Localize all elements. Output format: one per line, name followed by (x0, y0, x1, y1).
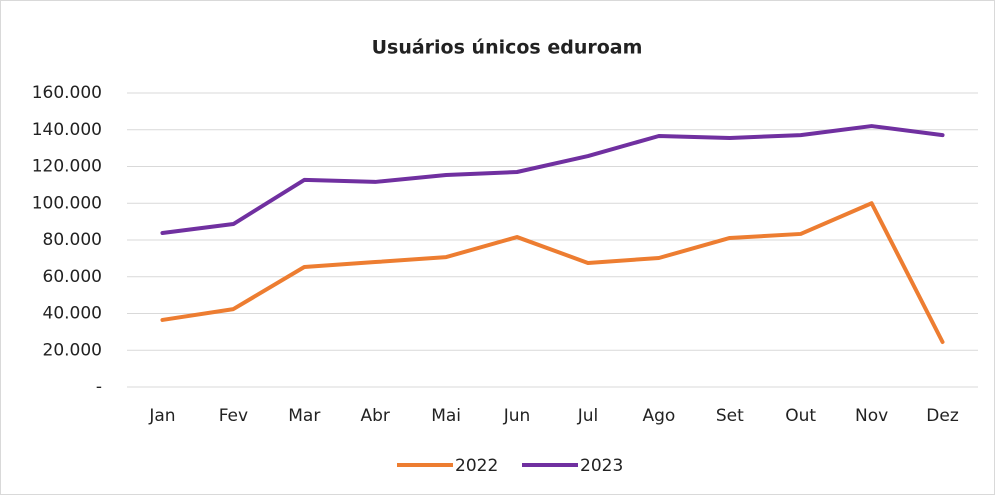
y-tick-label: 80.000 (43, 230, 102, 250)
x-tick-label: Nov (855, 406, 888, 426)
x-tick-label: Mai (431, 406, 461, 426)
y-tick-label: 40.000 (43, 304, 102, 324)
y-tick-label: 140.000 (32, 120, 102, 140)
x-tick-label: Set (716, 406, 744, 426)
y-tick-label: 100.000 (32, 193, 102, 213)
x-tick-label: Jun (503, 406, 531, 426)
y-tick-label: - (96, 377, 102, 397)
chart-title: Usuários únicos eduroam (372, 37, 643, 59)
x-tick-label: Dez (926, 406, 959, 426)
x-tick-label: Mar (288, 406, 320, 426)
legend-label: 2023 (580, 456, 623, 476)
legend-label: 2022 (455, 456, 498, 476)
series-line (160, 201, 945, 344)
y-tick-label: 20.000 (43, 340, 102, 360)
x-tick-label: Jan (148, 406, 175, 426)
x-tick-label: Jul (577, 406, 599, 426)
x-tick-label: Ago (642, 406, 675, 426)
series-line (160, 124, 945, 236)
y-tick-label: 60.000 (43, 267, 102, 287)
x-tick-label: Abr (360, 406, 389, 426)
y-tick-label: 160.000 (32, 83, 102, 103)
y-tick-label: 120.000 (32, 157, 102, 177)
x-tick-label: Fev (219, 406, 248, 426)
x-tick-label: Out (785, 406, 816, 426)
